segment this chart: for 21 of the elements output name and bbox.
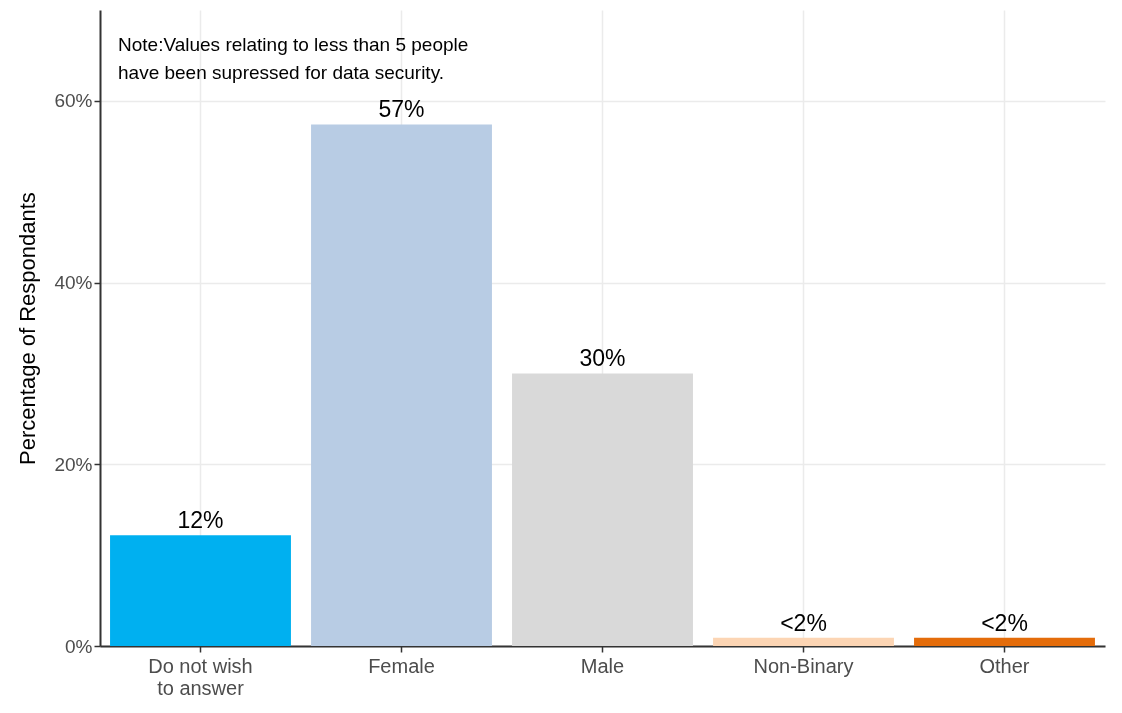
x-tick-label: Do not wish to answer xyxy=(148,654,253,699)
x-tick-label: Female xyxy=(368,654,435,677)
data-label: <2% xyxy=(981,609,1028,636)
x-tick-label: Non-Binary xyxy=(753,654,854,677)
y-axis-title: Percentage of Respondants xyxy=(15,192,41,465)
data-label: 57% xyxy=(378,96,425,123)
y-tick-label: 0% xyxy=(65,635,93,657)
x-tick-label: Male xyxy=(580,654,625,677)
data-label: <2% xyxy=(780,609,827,636)
bar xyxy=(110,535,291,646)
data-label: 30% xyxy=(579,345,626,372)
bar xyxy=(914,637,1095,646)
data-label: 12% xyxy=(177,507,224,534)
bar xyxy=(512,373,693,646)
y-tick-label: 40% xyxy=(54,272,93,294)
y-tick-label: 20% xyxy=(54,453,93,475)
bar xyxy=(713,637,894,646)
annotation: Note:Values relating to less than 5 people have been supressed for data security. xyxy=(118,34,469,83)
bar xyxy=(311,124,492,646)
x-tick-label: Other xyxy=(979,654,1030,677)
y-tick-label: 60% xyxy=(54,90,93,112)
